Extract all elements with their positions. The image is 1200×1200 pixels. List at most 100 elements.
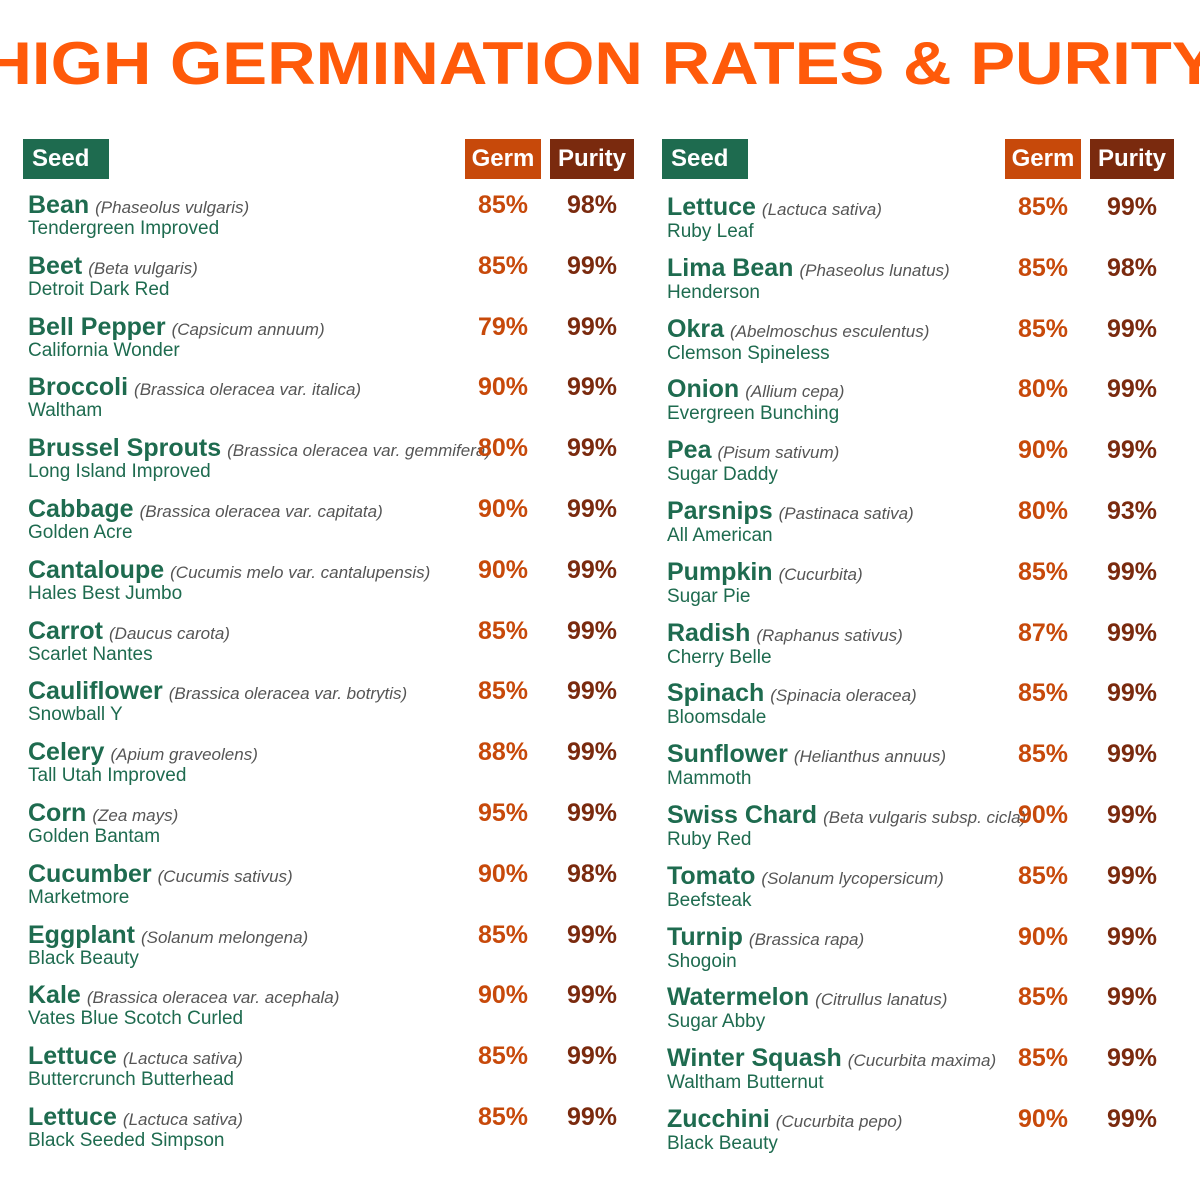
germ-value: 90% — [477, 981, 529, 1010]
purity-value: 99% — [566, 1102, 618, 1131]
germ-value: 85% — [1017, 1044, 1069, 1073]
scientific-name: (Cucumis sativus) — [157, 866, 293, 886]
table-row: Watermelon (Citrullus lanatus) Sugar Abby 8… — [662, 980, 1177, 1041]
germ-value: 90% — [477, 494, 529, 523]
table-row: Cucumber (Cucumis sativus) Marketmore 90% 98… — [23, 859, 635, 920]
seed-name: Lettuce — [28, 1102, 117, 1131]
scientific-name: (Brassica oleracea var. acephala) — [86, 988, 340, 1008]
purity-value: 99% — [1106, 1044, 1158, 1073]
germ-value: 90% — [477, 373, 529, 402]
table-row: Cantaloupe (Cucumis melo var. cantalupens… — [23, 555, 635, 616]
purity-value: 99% — [566, 494, 618, 523]
seed-name: Parsnips — [667, 496, 773, 525]
germ-value: 95% — [477, 798, 529, 827]
seed-variety: Hales Best Jumbo — [28, 582, 183, 604]
purity-value: 99% — [566, 920, 618, 949]
seed-variety: Tendergreen Improved — [28, 218, 220, 239]
seed-table-left: Seed Germ Purity Bean (Phaseolus vulgaris… — [23, 139, 635, 1163]
scientific-name: (Capsicum annuum) — [171, 319, 325, 339]
table-row: Lettuce (Lactuca sativa) Buttercrunch Butt… — [23, 1041, 635, 1102]
purity-value: 99% — [1106, 375, 1158, 404]
seed-name: Watermelon — [667, 983, 810, 1012]
seed-name: Corn — [28, 798, 87, 827]
seed-name: Lima Bean — [667, 253, 794, 282]
table-row: Carrot (Daucus carota) Scarlet Nantes 85% 99… — [23, 616, 635, 677]
scientific-name: (Allium cepa) — [745, 382, 845, 402]
seed-name-line: Turnip (Brassica rapa) — [667, 922, 864, 952]
seed-name: Zucchini — [667, 1104, 770, 1133]
germ-value: 85% — [477, 251, 529, 280]
purity-value: 99% — [566, 251, 618, 280]
seed-name-line: Eggplant (Solanum melongena) — [28, 920, 308, 950]
table-row: Pea (Pisum sativum) Sugar Daddy 90% 99% — [662, 433, 1177, 494]
seed-variety: Mammoth — [667, 768, 752, 790]
scientific-name: (Pisum sativum) — [717, 443, 840, 463]
seed-name-line: Brussel Sprouts (Brassica oleracea var. g… — [28, 433, 491, 463]
seed-name: Cucumber — [28, 859, 152, 888]
page-title: HIGH GERMINATION RATES & PURITY — [0, 30, 1200, 97]
scientific-name: (Brassica oleracea var. capitata) — [139, 501, 383, 521]
table-row: Broccoli (Brassica oleracea var. italica)… — [23, 372, 635, 433]
germ-value: 85% — [477, 1042, 529, 1071]
germ-value: 87% — [1017, 618, 1069, 647]
germ-value: 85% — [477, 677, 529, 706]
seed-name: Lettuce — [28, 1042, 117, 1071]
seed-name: Beet — [28, 251, 83, 280]
seed-variety: Scarlet Nantes — [28, 643, 153, 665]
seed-variety: Black Beauty — [28, 947, 139, 969]
seed-name-line: Cabbage (Brassica oleracea var. capitata) — [28, 494, 383, 524]
scientific-name: (Brassica rapa) — [748, 929, 865, 949]
purity-column-header: Purity — [1090, 139, 1174, 179]
purity-value: 99% — [1106, 922, 1158, 951]
germ-value: 85% — [477, 616, 529, 645]
seed-variety: Tall Utah Improved — [28, 765, 187, 787]
seed-name: Eggplant — [28, 920, 135, 949]
seed-name-line: Winter Squash (Cucurbita maxima) — [667, 1043, 996, 1073]
scientific-name: (Brassica oleracea var. italica) — [134, 380, 362, 400]
scientific-name: (Lactuca sativa) — [122, 1109, 243, 1129]
seed-name-line: Watermelon (Citrullus lanatus) — [667, 982, 947, 1012]
germ-value: 85% — [1017, 253, 1069, 282]
seed-variety: Black Beauty — [667, 1132, 778, 1154]
table-header: Seed Germ Purity — [662, 139, 1177, 179]
purity-value: 98% — [1106, 253, 1158, 282]
seed-name-line: Lettuce (Lactuca sativa) — [28, 1102, 243, 1132]
seed-name: Cantaloupe — [28, 555, 165, 584]
table-row: Cabbage (Brassica oleracea var. capitata)… — [23, 494, 635, 555]
germ-value: 90% — [1017, 922, 1069, 951]
table-row: Lettuce (Lactuca sativa) Ruby Leaf 85% 99% — [662, 190, 1177, 251]
table-row: Celery (Apium graveolens) Tall Utah Improv… — [23, 737, 635, 798]
seed-name: Bell Pepper — [28, 312, 166, 341]
table-row: Corn (Zea mays) Golden Bantam 95% 99% — [23, 798, 635, 859]
purity-value: 98% — [566, 191, 618, 219]
scientific-name: (Raphanus sativus) — [756, 625, 903, 645]
seed-variety: Beefsteak — [667, 889, 752, 911]
seed-variety: Sugar Abby — [667, 1011, 766, 1033]
seed-name-line: Corn (Zea mays) — [28, 798, 178, 828]
germ-value: 85% — [1017, 193, 1069, 221]
seed-name-line: Carrot (Daucus carota) — [28, 616, 230, 646]
germ-value: 80% — [477, 434, 529, 463]
table-row: Zucchini (Cucurbita pepo) Black Beauty 90% 9… — [662, 1102, 1177, 1163]
purity-value: 99% — [566, 434, 618, 463]
seed-variety: Waltham Butternut — [667, 1072, 824, 1094]
scientific-name: (Beta vulgaris) — [88, 258, 198, 278]
seed-name-line: Broccoli (Brassica oleracea var. italica) — [28, 372, 361, 402]
purity-value: 99% — [1106, 679, 1158, 708]
seed-name-line: Beet (Beta vulgaris) — [28, 251, 198, 281]
purity-column-header: Purity — [550, 139, 634, 179]
seed-name: Spinach — [667, 679, 765, 708]
scientific-name: (Cucurbita) — [778, 564, 863, 584]
germ-value: 90% — [1017, 1104, 1069, 1133]
scientific-name: (Daucus carota) — [109, 623, 230, 643]
purity-value: 93% — [1106, 496, 1158, 525]
seed-name-line: Radish (Raphanus sativus) — [667, 618, 903, 648]
scientific-name: (Pastinaca sativa) — [778, 503, 914, 523]
seed-variety: Shogoin — [667, 950, 737, 972]
scientific-name: (Citrullus lanatus) — [815, 990, 948, 1010]
seed-name-line: Kale (Brassica oleracea var. acephala) — [28, 980, 339, 1010]
germ-value: 79% — [477, 312, 529, 341]
table-row: Lima Bean (Phaseolus lunatus) Henderson 85%… — [662, 251, 1177, 312]
seed-variety: Henderson — [667, 281, 760, 303]
scientific-name: (Phaseolus lunatus) — [799, 260, 950, 280]
